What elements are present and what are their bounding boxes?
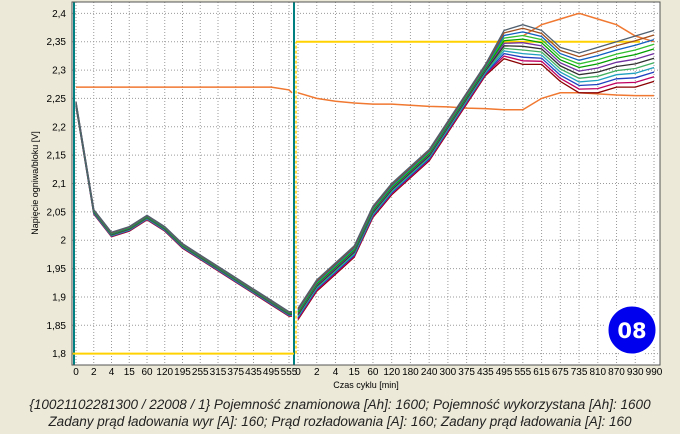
plot-frame [71,1,661,366]
cell-voltage-charge [297,24,655,309]
y-tick-label: 2,3 [52,66,66,77]
badge-label: 08 [617,319,646,343]
x-tick-label: 735 [571,367,588,378]
x-tick-label: 2 [314,367,320,378]
x-tick-label: 195 [174,367,191,378]
current-trace-charge [297,92,654,111]
x-tick-label: 120 [156,367,173,378]
y-tick-label: 2,4 [52,9,66,20]
y-tick-label: 2,2 [52,122,66,133]
x-tick-label: 555 [281,367,298,378]
current-trace-discharge [76,86,293,94]
y-tick-label: 2,05 [47,207,67,218]
x-tick-label: 435 [477,367,494,378]
x-axis-label: Czas cyklu [min] [333,380,399,390]
y-tick-label: 2 [60,236,66,247]
x-tick-label: 15 [124,367,136,378]
cycle-number-badge: 08 [605,303,659,357]
y-tick-label: 2,15 [47,151,67,162]
temperature-trace [522,12,655,43]
x-tick-label: 555 [514,367,531,378]
chart: 1,8 1,85 1,9 1,95 2 2,05 2,1 2,15 2,2 2,25 2,3 2,35… [30,1,663,390]
caption-line-2: Zadany prąd ładowania wyr [A]: 160; Prąd… [48,414,632,429]
x-tick-label: 930 [627,367,644,378]
caption-line-1: {10021102281300 / 22008 / 1} Pojemność z… [29,397,651,412]
x-tick-label: 300 [440,367,457,378]
y-tick-label: 1,8 [52,349,66,360]
x-tick-label: 315 [210,367,227,378]
ticks: 1,8 1,85 1,9 1,95 2 2,05 2,1 2,15 2,2 2,25 2,3 2,35… [47,9,663,378]
x-tick-label: 870 [608,367,625,378]
x-tick-label: 675 [552,367,569,378]
x-tick-label: 435 [245,367,262,378]
x-tick-label: 375 [458,367,475,378]
x-tick-label: 0 [73,367,79,378]
y-axis-label: Napięcie ogniwa/bloku [V] [30,131,40,235]
x-tick-label: 120 [383,367,400,378]
x-tick-label: 495 [496,367,513,378]
x-tick-label: 4 [333,367,339,378]
y-tick-label: 2,1 [52,179,66,190]
x-tick-label: 990 [646,367,663,378]
x-tick-label: 0 [295,367,301,378]
cell-voltage-discharge [75,101,292,313]
x-tick-label: 255 [192,367,209,378]
x-tick-label: 375 [227,367,244,378]
y-tick-label: 2,35 [47,37,67,48]
y-tick-label: 2,25 [47,94,67,105]
x-tick-label: 615 [533,367,550,378]
x-tick-label: 60 [367,367,379,378]
x-tick-label: 495 [263,367,280,378]
x-tick-label: 180 [402,367,419,378]
y-tick-label: 1,95 [47,264,67,275]
x-tick-label: 240 [421,367,438,378]
badge-circle [605,303,659,357]
y-tick-label: 1,9 [52,292,66,303]
x-tick-label: 4 [109,367,115,378]
x-tick-label: 15 [349,367,361,378]
traces [72,2,655,365]
x-tick-label: 2 [91,367,97,378]
mode-signal-line [72,40,640,355]
y-tick-label: 1,85 [47,321,67,332]
x-tick-label: 60 [141,367,153,378]
x-tick-label: 810 [589,367,606,378]
